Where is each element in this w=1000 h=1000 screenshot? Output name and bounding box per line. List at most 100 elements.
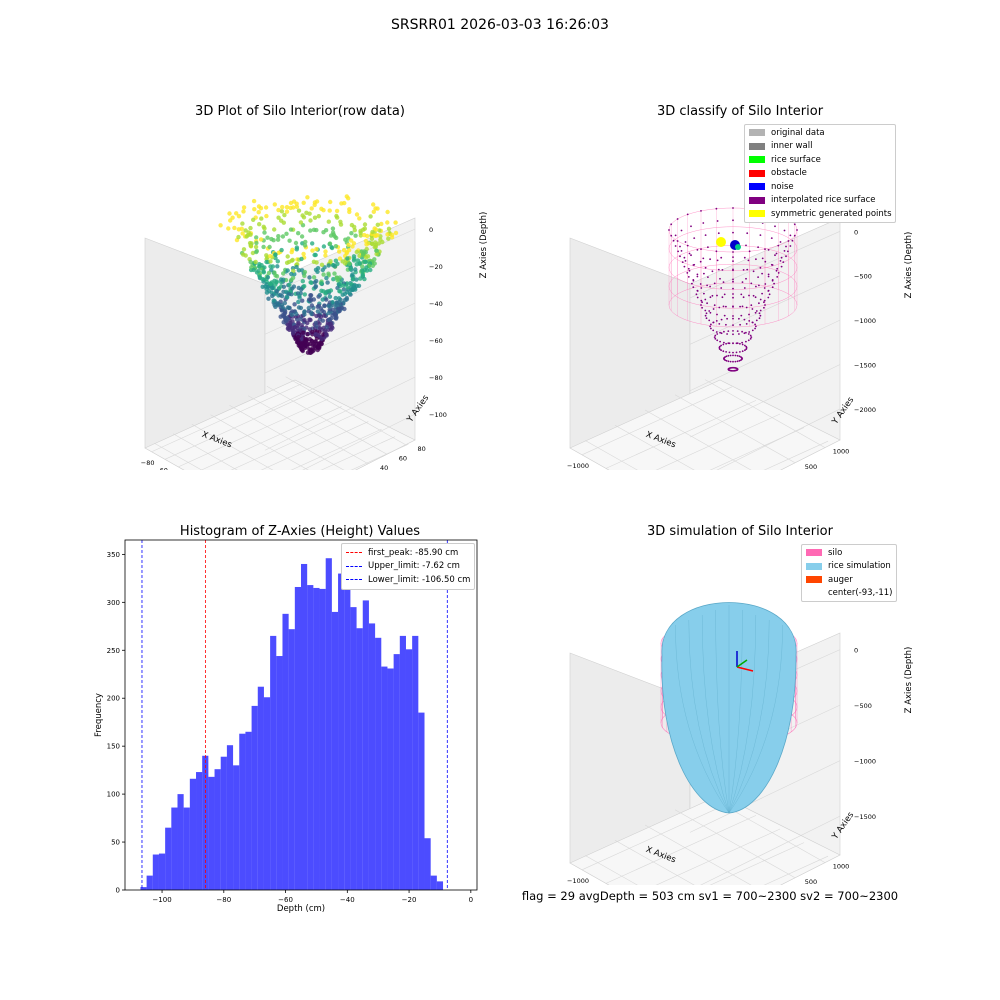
surface-point — [716, 294, 718, 297]
scatter-point — [275, 259, 280, 264]
scatter-point — [315, 266, 321, 271]
surface-point — [716, 259, 719, 262]
surface-point — [714, 337, 717, 340]
surface-point — [677, 250, 679, 253]
scatter-point — [228, 218, 233, 223]
scatter-point — [236, 234, 241, 240]
gridline — [716, 408, 841, 470]
legend-label: Lower_limit: -106.50 cm — [368, 574, 471, 585]
scatter-point — [326, 303, 331, 309]
scatter-point — [340, 259, 345, 264]
surface-point — [676, 218, 679, 220]
scatter-point — [236, 214, 242, 219]
scatter-point — [294, 264, 299, 270]
scatter-point — [337, 289, 342, 294]
histogram-bar — [189, 778, 197, 890]
surface-point — [692, 264, 695, 266]
surface-point — [683, 265, 686, 268]
surface-point — [680, 250, 683, 252]
gridline — [191, 423, 274, 470]
surface-point — [719, 340, 721, 343]
surface-point — [745, 323, 748, 325]
scatter-point — [251, 217, 256, 222]
scatter-point — [386, 236, 391, 241]
surface-point — [763, 299, 766, 302]
surface-point — [758, 312, 761, 315]
surface-point — [787, 240, 790, 242]
legend-swatch — [749, 183, 765, 191]
scatter-point — [320, 318, 325, 323]
surface-point — [748, 294, 750, 297]
scatter-point — [284, 231, 289, 236]
scatter-point — [291, 199, 297, 204]
scatter-point — [227, 211, 232, 216]
gridline — [644, 824, 752, 885]
scatter-point — [297, 293, 302, 298]
ztick-label: −1500 — [854, 813, 876, 821]
scatter-point — [372, 244, 377, 250]
scatter-point — [376, 241, 381, 246]
scatter-point — [362, 222, 368, 227]
histogram-bar — [350, 607, 357, 890]
surface-point — [710, 323, 712, 326]
scatter-point — [316, 341, 321, 346]
surface-point — [740, 359, 742, 361]
surface-point — [749, 334, 752, 337]
panel2-ticks: −1000−50005001000−1000−500050010000−500−… — [567, 228, 876, 470]
surface-point — [712, 321, 715, 324]
scatter-point — [264, 259, 269, 265]
surface-point — [683, 256, 686, 259]
ytick-label: 80 — [417, 445, 425, 453]
scatter-point — [248, 243, 254, 249]
surface-point — [746, 232, 749, 235]
gridline — [700, 815, 841, 885]
scatter-point — [337, 308, 342, 314]
gridline — [581, 386, 733, 456]
surface-point — [702, 257, 705, 260]
scatter-point — [308, 350, 313, 355]
scatter-point — [375, 206, 380, 211]
scatter-point — [280, 204, 285, 210]
scatter-point — [294, 247, 299, 252]
surface-point — [732, 324, 734, 326]
scatter-point — [342, 298, 348, 303]
surface-point — [741, 350, 744, 353]
scatter-point — [262, 265, 267, 270]
scatter-point — [352, 256, 357, 261]
surface-point — [771, 264, 774, 266]
scatter-point — [260, 276, 265, 282]
scatter-point — [302, 317, 307, 323]
surface-point — [775, 252, 778, 255]
scatter-point — [333, 244, 339, 249]
scatter-point — [327, 294, 333, 299]
surface-point — [684, 241, 687, 243]
histogram-ytick-label: 300 — [107, 599, 120, 607]
scatter-point — [264, 213, 269, 219]
surface-point — [732, 342, 734, 344]
surface-point — [770, 237, 773, 239]
surface-point — [725, 355, 728, 358]
surface-point — [725, 359, 728, 362]
scatter-point — [330, 307, 336, 312]
histogram-ytick-label: 50 — [111, 839, 120, 847]
histogram-bar — [146, 875, 153, 890]
scatter-point — [243, 253, 248, 258]
scatter-point — [321, 230, 326, 235]
scatter-point — [319, 336, 324, 342]
scatter-point — [300, 213, 305, 218]
histogram-bar — [356, 628, 363, 890]
scatter-point — [342, 291, 348, 297]
surface-point — [687, 267, 690, 270]
surface-point — [701, 301, 703, 304]
gridline — [709, 842, 805, 885]
scatter-point — [310, 329, 315, 335]
surface-point — [700, 299, 703, 302]
scatter-point — [313, 332, 318, 337]
surface-point — [785, 245, 787, 248]
histogram-bar — [387, 668, 394, 890]
scatter-point — [285, 268, 290, 273]
scatter-point — [322, 303, 327, 308]
scatter-point — [285, 305, 291, 310]
scatter-point — [268, 254, 273, 259]
scatter-point — [307, 317, 312, 322]
